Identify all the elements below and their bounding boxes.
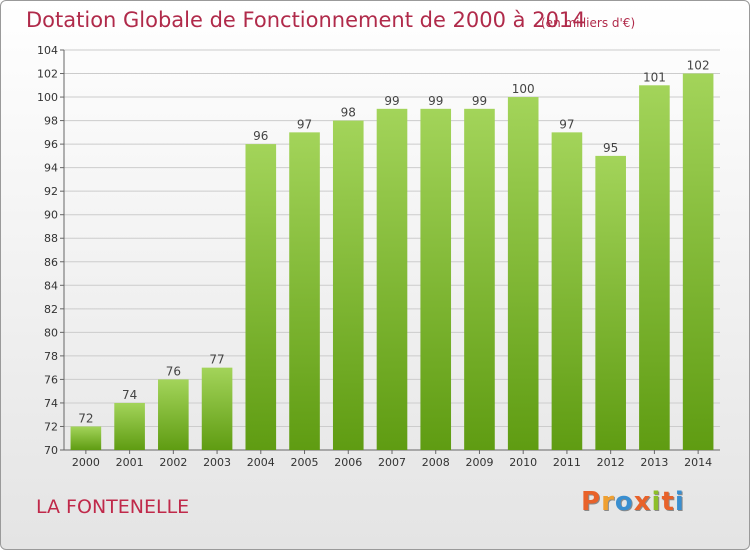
y-tick-label: 98 bbox=[44, 115, 58, 128]
data-label: 97 bbox=[559, 117, 574, 131]
bar-2004 bbox=[245, 144, 277, 450]
bars: 72 74 76 77 96 97 98 99 99 99 100 97 95 101 102 bbox=[70, 59, 714, 451]
y-tick-label: 80 bbox=[44, 326, 58, 339]
y-tick-label: 92 bbox=[44, 185, 58, 198]
logo-letter: r bbox=[601, 487, 615, 517]
bar-2006 bbox=[332, 120, 364, 451]
logo-letter: i bbox=[674, 487, 685, 517]
y-tick-label: 70 bbox=[44, 444, 58, 457]
data-label: 99 bbox=[384, 94, 399, 108]
data-label: 95 bbox=[603, 141, 618, 155]
bar-2008 bbox=[420, 108, 452, 450]
bar-2014 bbox=[682, 73, 714, 450]
data-label: 72 bbox=[78, 411, 93, 425]
x-tick-label: 2009 bbox=[465, 456, 493, 469]
bar-2011 bbox=[551, 132, 583, 450]
data-label: 97 bbox=[297, 117, 312, 131]
commune-name: LA FONTENELLE bbox=[36, 496, 190, 518]
bar-2012 bbox=[595, 155, 626, 450]
proxiti-logo[interactable]: Proxiti bbox=[581, 487, 685, 517]
y-tick-label: 102 bbox=[37, 68, 58, 81]
bar-2005 bbox=[289, 132, 320, 450]
data-label: 74 bbox=[122, 388, 137, 402]
data-label: 76 bbox=[166, 364, 181, 378]
y-tick-label: 86 bbox=[44, 256, 58, 269]
bar-2003 bbox=[201, 367, 233, 450]
logo-letter: P bbox=[581, 487, 602, 517]
y-tick-label: 100 bbox=[37, 91, 58, 104]
x-tick-label: 2007 bbox=[378, 456, 406, 469]
x-tick-label: 2014 bbox=[684, 456, 712, 469]
logo-letter: x bbox=[633, 487, 652, 517]
x-tick-label: 2010 bbox=[509, 456, 537, 469]
logo-letter: t bbox=[661, 487, 675, 517]
y-tick-label: 96 bbox=[44, 138, 58, 151]
x-tick-label: 2002 bbox=[159, 456, 187, 469]
x-tick-label: 2013 bbox=[640, 456, 668, 469]
bar-2002 bbox=[158, 379, 189, 450]
bar-2007 bbox=[376, 108, 408, 450]
logo-letter: i bbox=[651, 487, 662, 517]
bar-2010 bbox=[507, 97, 539, 450]
y-tick-label: 88 bbox=[44, 232, 58, 245]
y-tick-label: 72 bbox=[44, 420, 58, 433]
data-label: 101 bbox=[643, 70, 666, 84]
data-label: 98 bbox=[341, 106, 356, 120]
x-tick-label: 2006 bbox=[334, 456, 362, 469]
y-tick-label: 84 bbox=[44, 279, 58, 292]
bar-2000 bbox=[70, 426, 102, 450]
data-label: 102 bbox=[687, 59, 710, 73]
bar-2001 bbox=[114, 402, 145, 450]
chart-title: Dotation Globale de Fonctionnement de 20… bbox=[26, 8, 586, 32]
y-tick-label: 90 bbox=[44, 209, 58, 222]
y-tick-label: 94 bbox=[44, 162, 58, 175]
x-tick-label: 2000 bbox=[72, 456, 100, 469]
y-tick-label: 78 bbox=[44, 350, 58, 363]
x-tick-label: 2003 bbox=[203, 456, 231, 469]
data-label: 96 bbox=[253, 129, 268, 143]
bar-2013 bbox=[639, 85, 670, 450]
x-tick-label: 2011 bbox=[553, 456, 581, 469]
y-tick-label: 76 bbox=[44, 373, 58, 386]
bar-2009 bbox=[464, 108, 495, 450]
chart-subtitle: (en milliers d'€) bbox=[541, 16, 636, 30]
y-tick-label: 82 bbox=[44, 303, 58, 316]
data-label: 99 bbox=[472, 94, 487, 108]
y-tick-label: 74 bbox=[44, 397, 58, 410]
data-label: 99 bbox=[428, 94, 443, 108]
x-tick-label: 2005 bbox=[291, 456, 319, 469]
data-label: 77 bbox=[209, 353, 224, 367]
x-tick-label: 2004 bbox=[247, 456, 275, 469]
y-tick-label: 104 bbox=[37, 44, 58, 57]
logo-letter: o bbox=[614, 487, 634, 517]
x-tick-label: 2008 bbox=[422, 456, 450, 469]
x-tick-label: 2012 bbox=[597, 456, 625, 469]
x-tick-label: 2001 bbox=[116, 456, 144, 469]
data-label: 100 bbox=[512, 82, 535, 96]
